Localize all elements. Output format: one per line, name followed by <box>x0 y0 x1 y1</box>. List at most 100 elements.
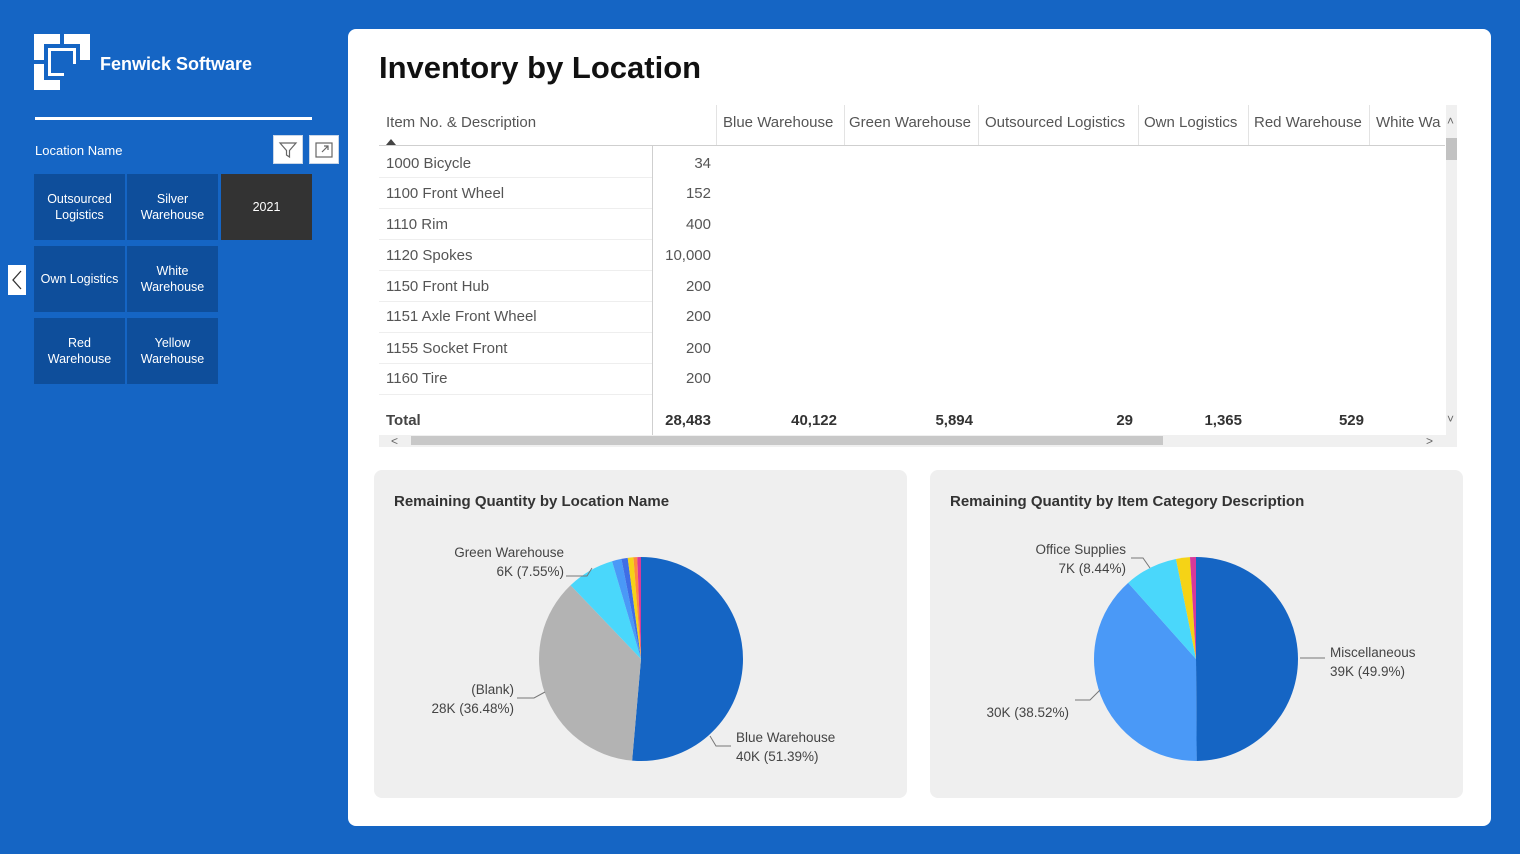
table-cell: 152 <box>685 185 711 202</box>
column-header-own-logistics[interactable]: Own Logistics <box>1144 114 1238 131</box>
brand-divider <box>35 117 312 120</box>
row-divider <box>379 363 652 364</box>
pie-slice-2[interactable] <box>570 561 641 659</box>
pie-slice-1[interactable] <box>539 585 641 761</box>
row-divider <box>379 270 652 271</box>
column-header-blue-warehouse[interactable]: Blue Warehouse <box>723 114 834 131</box>
pie-sublabel-blank: 28K (36.48%) <box>431 701 514 716</box>
scroll-right-icon[interactable]: > <box>1426 434 1434 447</box>
fenwick-logo-icon <box>34 34 90 90</box>
header-divider <box>379 145 1445 146</box>
pie-chart-location-svg: Green Warehouse 6K (7.55%) (Blank) 28K (… <box>431 545 835 764</box>
slicer-tile-outsourced-logistics[interactable]: Outsourced Logistics <box>34 174 125 240</box>
pie-label-green-warehouse: Green Warehouse <box>454 545 564 560</box>
row-header[interactable]: Item No. & Description <box>386 114 537 131</box>
pie-sublabel-blank-category: 30K (38.52%) <box>986 705 1069 720</box>
brand-name: Fenwick Software <box>100 54 253 74</box>
scroll-up-icon[interactable]: ˄ <box>1447 114 1455 128</box>
table-row-label: 1150 Front Hub <box>386 278 490 295</box>
scroll-down-icon[interactable]: ˅ <box>1447 412 1455 426</box>
row-divider <box>379 239 652 240</box>
table-row-label: 1000 Bicycle <box>386 155 472 172</box>
pie-label-office-supplies: Office Supplies <box>1035 542 1126 557</box>
column-header-green-warehouse[interactable]: Green Warehouse <box>849 114 972 131</box>
table-row-label: 1110 Rim <box>386 216 448 233</box>
row-header-divider <box>652 146 653 436</box>
pie-slice-0[interactable] <box>632 557 744 761</box>
table-cell: 400 <box>685 216 711 233</box>
table-cell: 200 <box>685 340 711 357</box>
funnel-icon[interactable] <box>273 135 303 164</box>
total-cell-red-warehouse: 529 <box>1338 412 1364 429</box>
focus-mode-icon[interactable] <box>309 135 339 164</box>
table-row-label: 1100 Front Wheel <box>386 185 505 202</box>
vertical-scroll-thumb[interactable] <box>1446 138 1457 160</box>
sort-ascending-icon <box>386 132 396 150</box>
pie-label-miscellaneous: Miscellaneous <box>1330 645 1416 660</box>
total-cell-green-warehouse: 5,894 <box>935 412 973 429</box>
pie-sublabel-blue-warehouse: 40K (51.39%) <box>736 749 819 764</box>
scroll-left-icon[interactable]: < <box>391 434 399 447</box>
total-cell-own-logistics: 1,365 <box>1204 412 1242 429</box>
table-cell: 10,000 <box>665 247 711 264</box>
pie-slice-6[interactable] <box>633 557 641 659</box>
page-title: Inventory by Location <box>379 50 702 85</box>
table-cell: 34 <box>694 155 711 172</box>
vertical-scrollbar[interactable] <box>1446 105 1457 435</box>
slicer-tile-own-logistics[interactable]: Own Logistics <box>34 246 125 312</box>
horizontal-scroll-thumb[interactable] <box>411 436 1163 445</box>
pie-slice-4[interactable] <box>1189 557 1196 659</box>
pie-label-blank: (Blank) <box>471 682 514 697</box>
column-separator <box>1248 105 1249 145</box>
pie-slice-0[interactable] <box>1196 557 1298 761</box>
total-cell: 28,483 <box>665 412 711 429</box>
column-separator <box>844 105 845 145</box>
column-separator <box>716 105 717 145</box>
pie-chart-location: Remaining Quantity by Location Name Gree… <box>374 470 907 798</box>
table-cell: 200 <box>685 308 711 325</box>
table-row-label: 1120 Spokes <box>386 247 473 264</box>
row-divider <box>379 177 652 178</box>
slicer-tile-yellow-warehouse[interactable]: Yellow Warehouse <box>127 318 218 384</box>
pie-slice-4[interactable] <box>621 557 641 659</box>
slicer-tile-silver-warehouse[interactable]: Silver Warehouse <box>127 174 218 240</box>
pie-slice-3[interactable] <box>612 558 641 659</box>
row-divider <box>379 208 652 209</box>
table-row-label: 1155 Socket Front <box>386 340 508 357</box>
row-divider <box>379 332 652 333</box>
column-separator <box>1369 105 1370 145</box>
table-row-label: 1160 Tire <box>386 370 448 387</box>
slicer-label: Location Name <box>35 143 123 158</box>
pie-sublabel-green-warehouse: 6K (7.55%) <box>496 564 564 579</box>
pie-slice-2[interactable] <box>1128 558 1196 659</box>
column-separator <box>1138 105 1139 145</box>
pie-sublabel-office-supplies: 7K (8.44%) <box>1058 561 1126 576</box>
chevron-left-icon[interactable] <box>8 265 26 295</box>
chart-title: Remaining Quantity by Location Name <box>394 493 670 510</box>
chart-title: Remaining Quantity by Item Category Desc… <box>950 493 1305 510</box>
pie-chart-item-category-svg: Office Supplies 7K (8.44%) 30K (38.52%) … <box>986 542 1416 761</box>
slicer-tile-white-warehouse[interactable]: White Warehouse <box>127 246 218 312</box>
row-divider <box>379 394 652 395</box>
pie-slice-7[interactable] <box>637 557 641 659</box>
inventory-matrix: Item No. & Description Blue Warehouse Gr… <box>379 105 1457 447</box>
column-header-red-warehouse[interactable]: Red Warehouse <box>1254 114 1362 131</box>
column-header-outsourced-logistics[interactable]: Outsourced Logistics <box>985 114 1126 131</box>
pie-label-blue-warehouse: Blue Warehouse <box>736 730 835 745</box>
slicer-tile-red-warehouse[interactable]: Red Warehouse <box>34 318 125 384</box>
table-cell: 200 <box>685 278 711 295</box>
table-row-label: 1151 Axle Front Wheel <box>386 308 537 325</box>
total-row-label: Total <box>386 412 421 429</box>
pie-slice-5[interactable] <box>627 557 641 659</box>
pie-slice-3[interactable] <box>1176 557 1196 659</box>
column-separator <box>978 105 979 145</box>
pie-slice-1[interactable] <box>1094 582 1197 761</box>
table-cell: 200 <box>685 370 711 387</box>
slicer-tile-2021[interactable]: 2021 <box>221 174 312 240</box>
total-cell-outsourced-logistics: 29 <box>1116 412 1133 429</box>
pie-chart-item-category: Remaining Quantity by Item Category Desc… <box>930 470 1463 798</box>
pie-sublabel-miscellaneous: 39K (49.9%) <box>1330 664 1405 679</box>
row-divider <box>379 301 652 302</box>
total-cell-blue-warehouse: 40,122 <box>791 412 837 429</box>
column-header-white-warehouse[interactable]: White Wa <box>1376 114 1441 131</box>
